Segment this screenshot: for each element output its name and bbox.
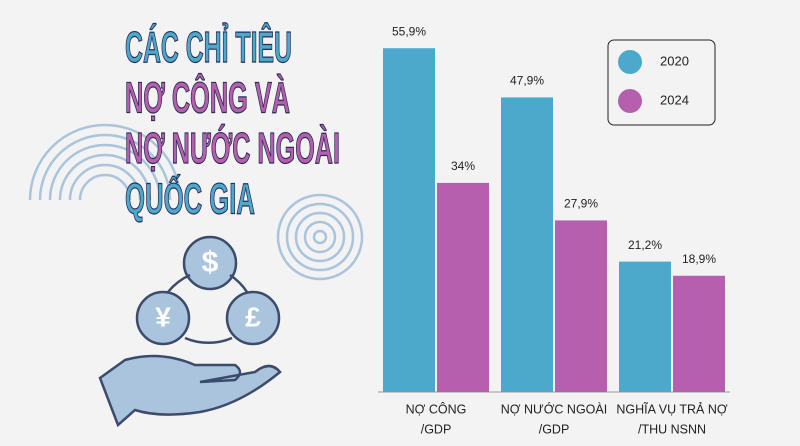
- legend-label: 2024: [660, 92, 689, 107]
- x-tick-label: NGHĨA VỤ TRẢ NỢ: [616, 401, 727, 416]
- x-tick-label: /GDP: [421, 422, 452, 436]
- title-line: NỢ CÔNG VÀ: [125, 72, 290, 123]
- decor-circles: [276, 193, 364, 281]
- legend-swatch: [618, 89, 642, 113]
- value-label: 34%: [451, 159, 475, 173]
- value-label: 27,9%: [564, 197, 598, 211]
- bar: [501, 97, 553, 392]
- title-line: NỢ NƯỚC NGOÀI: [125, 123, 340, 173]
- svg-text:£: £: [245, 301, 261, 332]
- money-hand-icon: $ ¥ £: [98, 235, 282, 428]
- bar: [673, 275, 725, 392]
- decor-arcs: [28, 123, 182, 201]
- value-label: 18,9%: [682, 252, 716, 266]
- value-label: 55,9%: [392, 24, 426, 38]
- legend-swatch: [618, 50, 642, 74]
- bar: [619, 261, 671, 392]
- bar: [383, 48, 435, 393]
- bar: [555, 220, 607, 392]
- x-tick-label: NỢ NƯỚC NGOÀI: [501, 401, 607, 416]
- x-tick-label: /GDP: [539, 422, 570, 436]
- svg-text:¥: ¥: [155, 301, 171, 332]
- x-tick-label: NỢ CÔNG: [406, 401, 467, 416]
- value-label: 47,9%: [510, 74, 544, 88]
- legend-box: [607, 39, 716, 126]
- bar: [437, 182, 489, 392]
- title-line: QUỐC GIA: [125, 173, 255, 224]
- x-tick-label: /THU NSNN: [638, 422, 706, 436]
- svg-text:$: $: [202, 246, 219, 279]
- title-line: CÁC CHỈ TIÊU: [125, 22, 292, 72]
- legend-label: 2020: [660, 53, 689, 68]
- value-label: 21,2%: [628, 238, 662, 252]
